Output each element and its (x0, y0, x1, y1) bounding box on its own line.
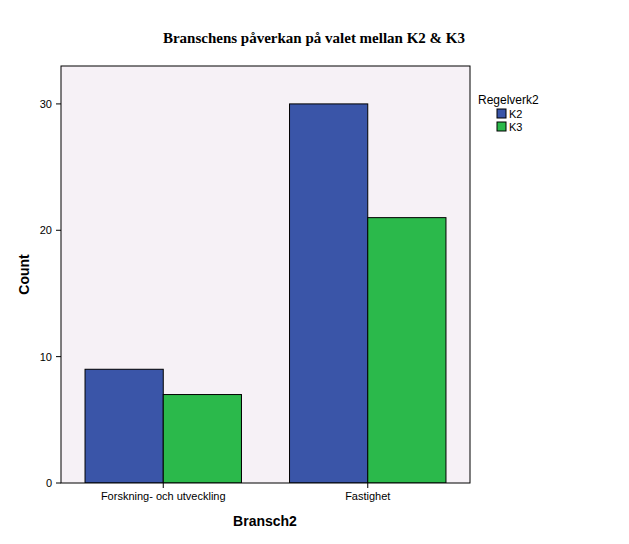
bar (290, 104, 368, 483)
legend-swatch (497, 122, 506, 131)
legend-title: Regelverk2 (478, 93, 539, 107)
bar (85, 369, 163, 483)
bars (85, 104, 446, 483)
y-axis-label: Count (16, 254, 32, 295)
y-tick-label: 0 (46, 477, 52, 489)
x-tick (163, 483, 164, 488)
legend-swatch (497, 109, 506, 118)
x-axis-label: Bransch2 (233, 513, 297, 529)
legend-label: K3 (509, 121, 522, 133)
y-tick (56, 103, 61, 104)
y-tick-label: 20 (40, 224, 52, 236)
y-tick (56, 483, 61, 484)
bar (368, 218, 446, 483)
plot-area (61, 66, 470, 483)
chart: Branschens påverkan på valet mellan K2 &… (0, 0, 629, 544)
plot-frame (61, 66, 470, 483)
y-tick (56, 356, 61, 357)
y-tick-label: 10 (40, 351, 52, 363)
bar (163, 395, 241, 483)
y-tick-label: 30 (40, 98, 52, 110)
title: Branschens påverkan på valet mellan K2 &… (163, 30, 465, 46)
y-tick (56, 230, 61, 231)
x-tick-label: Forskning- och utveckling (101, 490, 226, 502)
legend-label: K2 (509, 108, 522, 120)
x-tick (367, 483, 368, 488)
x-tick-label: Fastighet (345, 490, 390, 502)
